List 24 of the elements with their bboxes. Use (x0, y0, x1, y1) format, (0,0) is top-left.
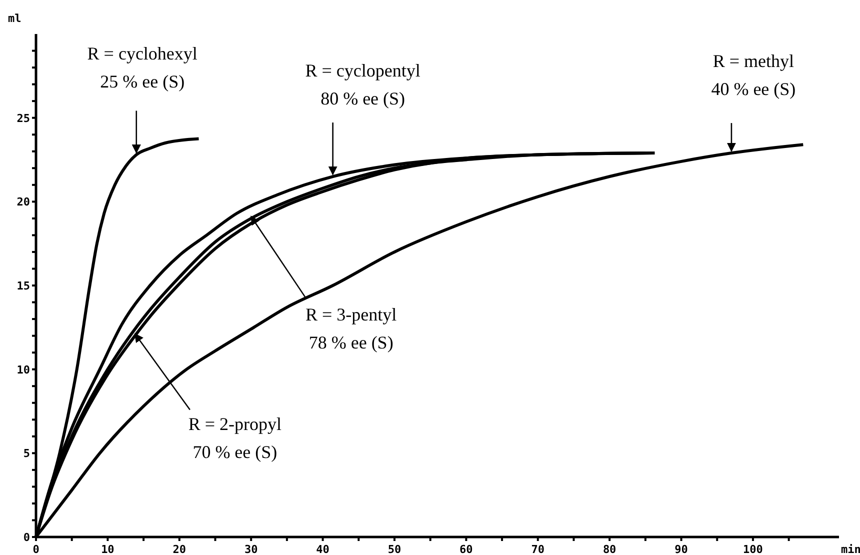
x-tick-label: 10 (101, 543, 114, 555)
y-tick-label: 20 (16, 196, 30, 209)
x-tick-label: 40 (316, 543, 330, 555)
x-tick-label: 90 (674, 543, 688, 555)
x-tick-label: 60 (460, 543, 473, 555)
annotation: R = cyclohexyl 25 % ee (S) (87, 44, 198, 92)
y-tick-label: 5 (23, 447, 30, 460)
x-tick-label: 30 (244, 543, 258, 555)
y-tick-label: 10 (16, 363, 30, 376)
x-tick-label: 20 (172, 543, 186, 555)
x-tick-label: 0 (32, 543, 40, 555)
annotation: R = 2-propyl 70 % ee (S) (188, 414, 282, 462)
y-axis-title: ml (8, 12, 22, 25)
annotation: R = 3-pentyl 78 % ee (S) (306, 304, 397, 352)
x-tick-label: 100 (743, 543, 763, 555)
annotation: R = cyclopentyl 80 % ee (S) (305, 60, 420, 109)
annotation: R = methyl 40 % ee (S) (711, 51, 796, 100)
x-tick-label: 70 (531, 543, 544, 555)
x-tick-label: 80 (602, 543, 616, 555)
y-tick-label: 0 (23, 531, 30, 544)
x-tick-label: 50 (388, 543, 402, 555)
y-tick-label: 15 (16, 280, 30, 292)
y-tick-label: 25 (16, 112, 30, 125)
x-axis-title: min (841, 543, 860, 555)
